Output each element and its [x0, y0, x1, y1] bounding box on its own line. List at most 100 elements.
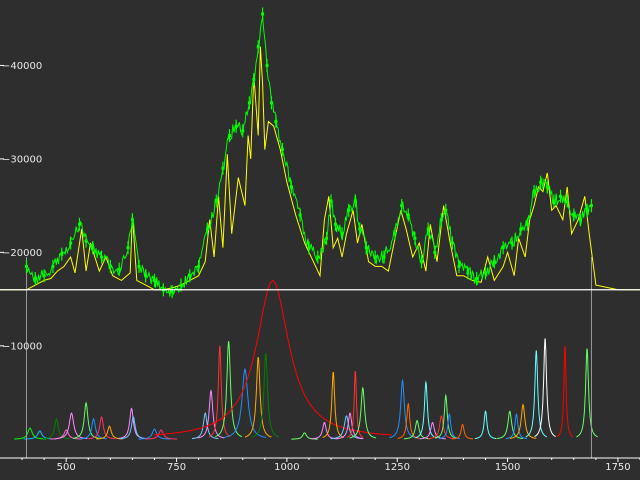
y-tick-label: −40000 — [2, 61, 42, 72]
component-peak — [192, 412, 219, 440]
component-peak — [474, 410, 497, 439]
component-peak — [534, 338, 556, 438]
data-point — [197, 264, 201, 268]
data-point — [413, 236, 417, 240]
component-peak — [223, 367, 267, 438]
data-point — [51, 264, 55, 268]
data-point — [316, 255, 320, 259]
data-point — [289, 185, 293, 189]
x-tick-label: 500 — [57, 462, 76, 473]
data-point — [228, 134, 232, 138]
component-peak — [145, 429, 178, 440]
data-point — [559, 194, 563, 198]
data-point — [552, 199, 556, 203]
data-point — [400, 204, 404, 208]
component-peak — [415, 380, 437, 439]
x-tick-label: 1250 — [385, 462, 410, 473]
data-point — [280, 148, 284, 152]
component-peak — [389, 378, 416, 439]
data-point — [484, 271, 488, 275]
data-point — [426, 227, 430, 231]
component-peak — [244, 356, 272, 438]
component-peak — [138, 428, 171, 440]
data-point — [130, 218, 134, 222]
component-peaks — [14, 279, 598, 440]
x-tick-label: 1750 — [605, 462, 630, 473]
component-peak — [347, 371, 364, 438]
component-peak — [55, 412, 88, 440]
data-point — [475, 277, 479, 281]
x-tick-label: 1500 — [495, 462, 520, 473]
data-point — [420, 260, 424, 264]
data-point — [269, 101, 273, 105]
data-point — [364, 246, 368, 250]
data-point — [406, 213, 410, 217]
data-point — [126, 246, 130, 250]
data-point — [525, 222, 529, 226]
component-peak — [336, 412, 364, 440]
component-peak — [397, 402, 419, 439]
x-tick-label: 1000 — [274, 462, 299, 473]
component-peak — [576, 348, 598, 438]
data-point — [589, 204, 593, 208]
component-peak — [208, 345, 231, 438]
data-point — [347, 208, 351, 212]
data-point — [137, 264, 141, 268]
data-point — [298, 213, 302, 217]
component-peak — [452, 423, 474, 440]
data-point — [117, 267, 121, 271]
data-point — [234, 124, 238, 128]
data-point — [519, 227, 523, 231]
data-point — [358, 227, 362, 231]
component-peak — [505, 412, 527, 440]
component-peak — [435, 393, 457, 439]
data-point — [33, 277, 37, 281]
data-point — [393, 232, 397, 236]
component-peak — [14, 427, 46, 440]
component-peak — [197, 389, 225, 439]
data-point — [433, 250, 437, 254]
data-point — [42, 274, 46, 278]
component-peak — [427, 415, 455, 440]
component-peak — [403, 419, 431, 440]
data-point — [179, 283, 183, 287]
component-peak — [43, 417, 70, 440]
data-point — [60, 252, 64, 256]
data-point — [466, 271, 470, 275]
component-peak — [330, 415, 363, 440]
component-peak — [215, 341, 243, 438]
data-point — [91, 246, 95, 250]
data-point — [353, 199, 357, 203]
data-point — [170, 290, 174, 294]
data-point — [325, 236, 329, 240]
data-point — [84, 239, 88, 243]
data-point — [457, 264, 461, 268]
data-point — [492, 260, 496, 264]
data-point — [545, 185, 549, 189]
y-tick-label: −30000 — [2, 154, 42, 165]
data-point — [585, 208, 589, 212]
data-point — [539, 180, 543, 184]
data-point — [382, 255, 386, 259]
component-peak — [525, 350, 548, 438]
data-point — [274, 120, 278, 124]
component-peak — [349, 386, 377, 439]
data-point — [501, 246, 505, 250]
y-axis-ticks: −10000 −20000 −30000 −40000 — [0, 61, 42, 352]
data-point — [247, 101, 251, 105]
data-point — [188, 274, 192, 278]
component-peak — [556, 345, 574, 438]
x-tick-label: 750 — [167, 462, 186, 473]
data-point — [256, 45, 260, 49]
data-point — [100, 255, 104, 259]
y-tick-label: −10000 — [2, 341, 42, 352]
data-point — [252, 77, 256, 81]
component-peak — [252, 353, 280, 438]
data-point — [510, 241, 514, 245]
data-point — [578, 218, 582, 222]
data-point — [565, 199, 569, 203]
data-point — [265, 63, 269, 67]
x-axis-ticks: 500 750 1000 1250 1500 1750 — [21, 458, 640, 473]
